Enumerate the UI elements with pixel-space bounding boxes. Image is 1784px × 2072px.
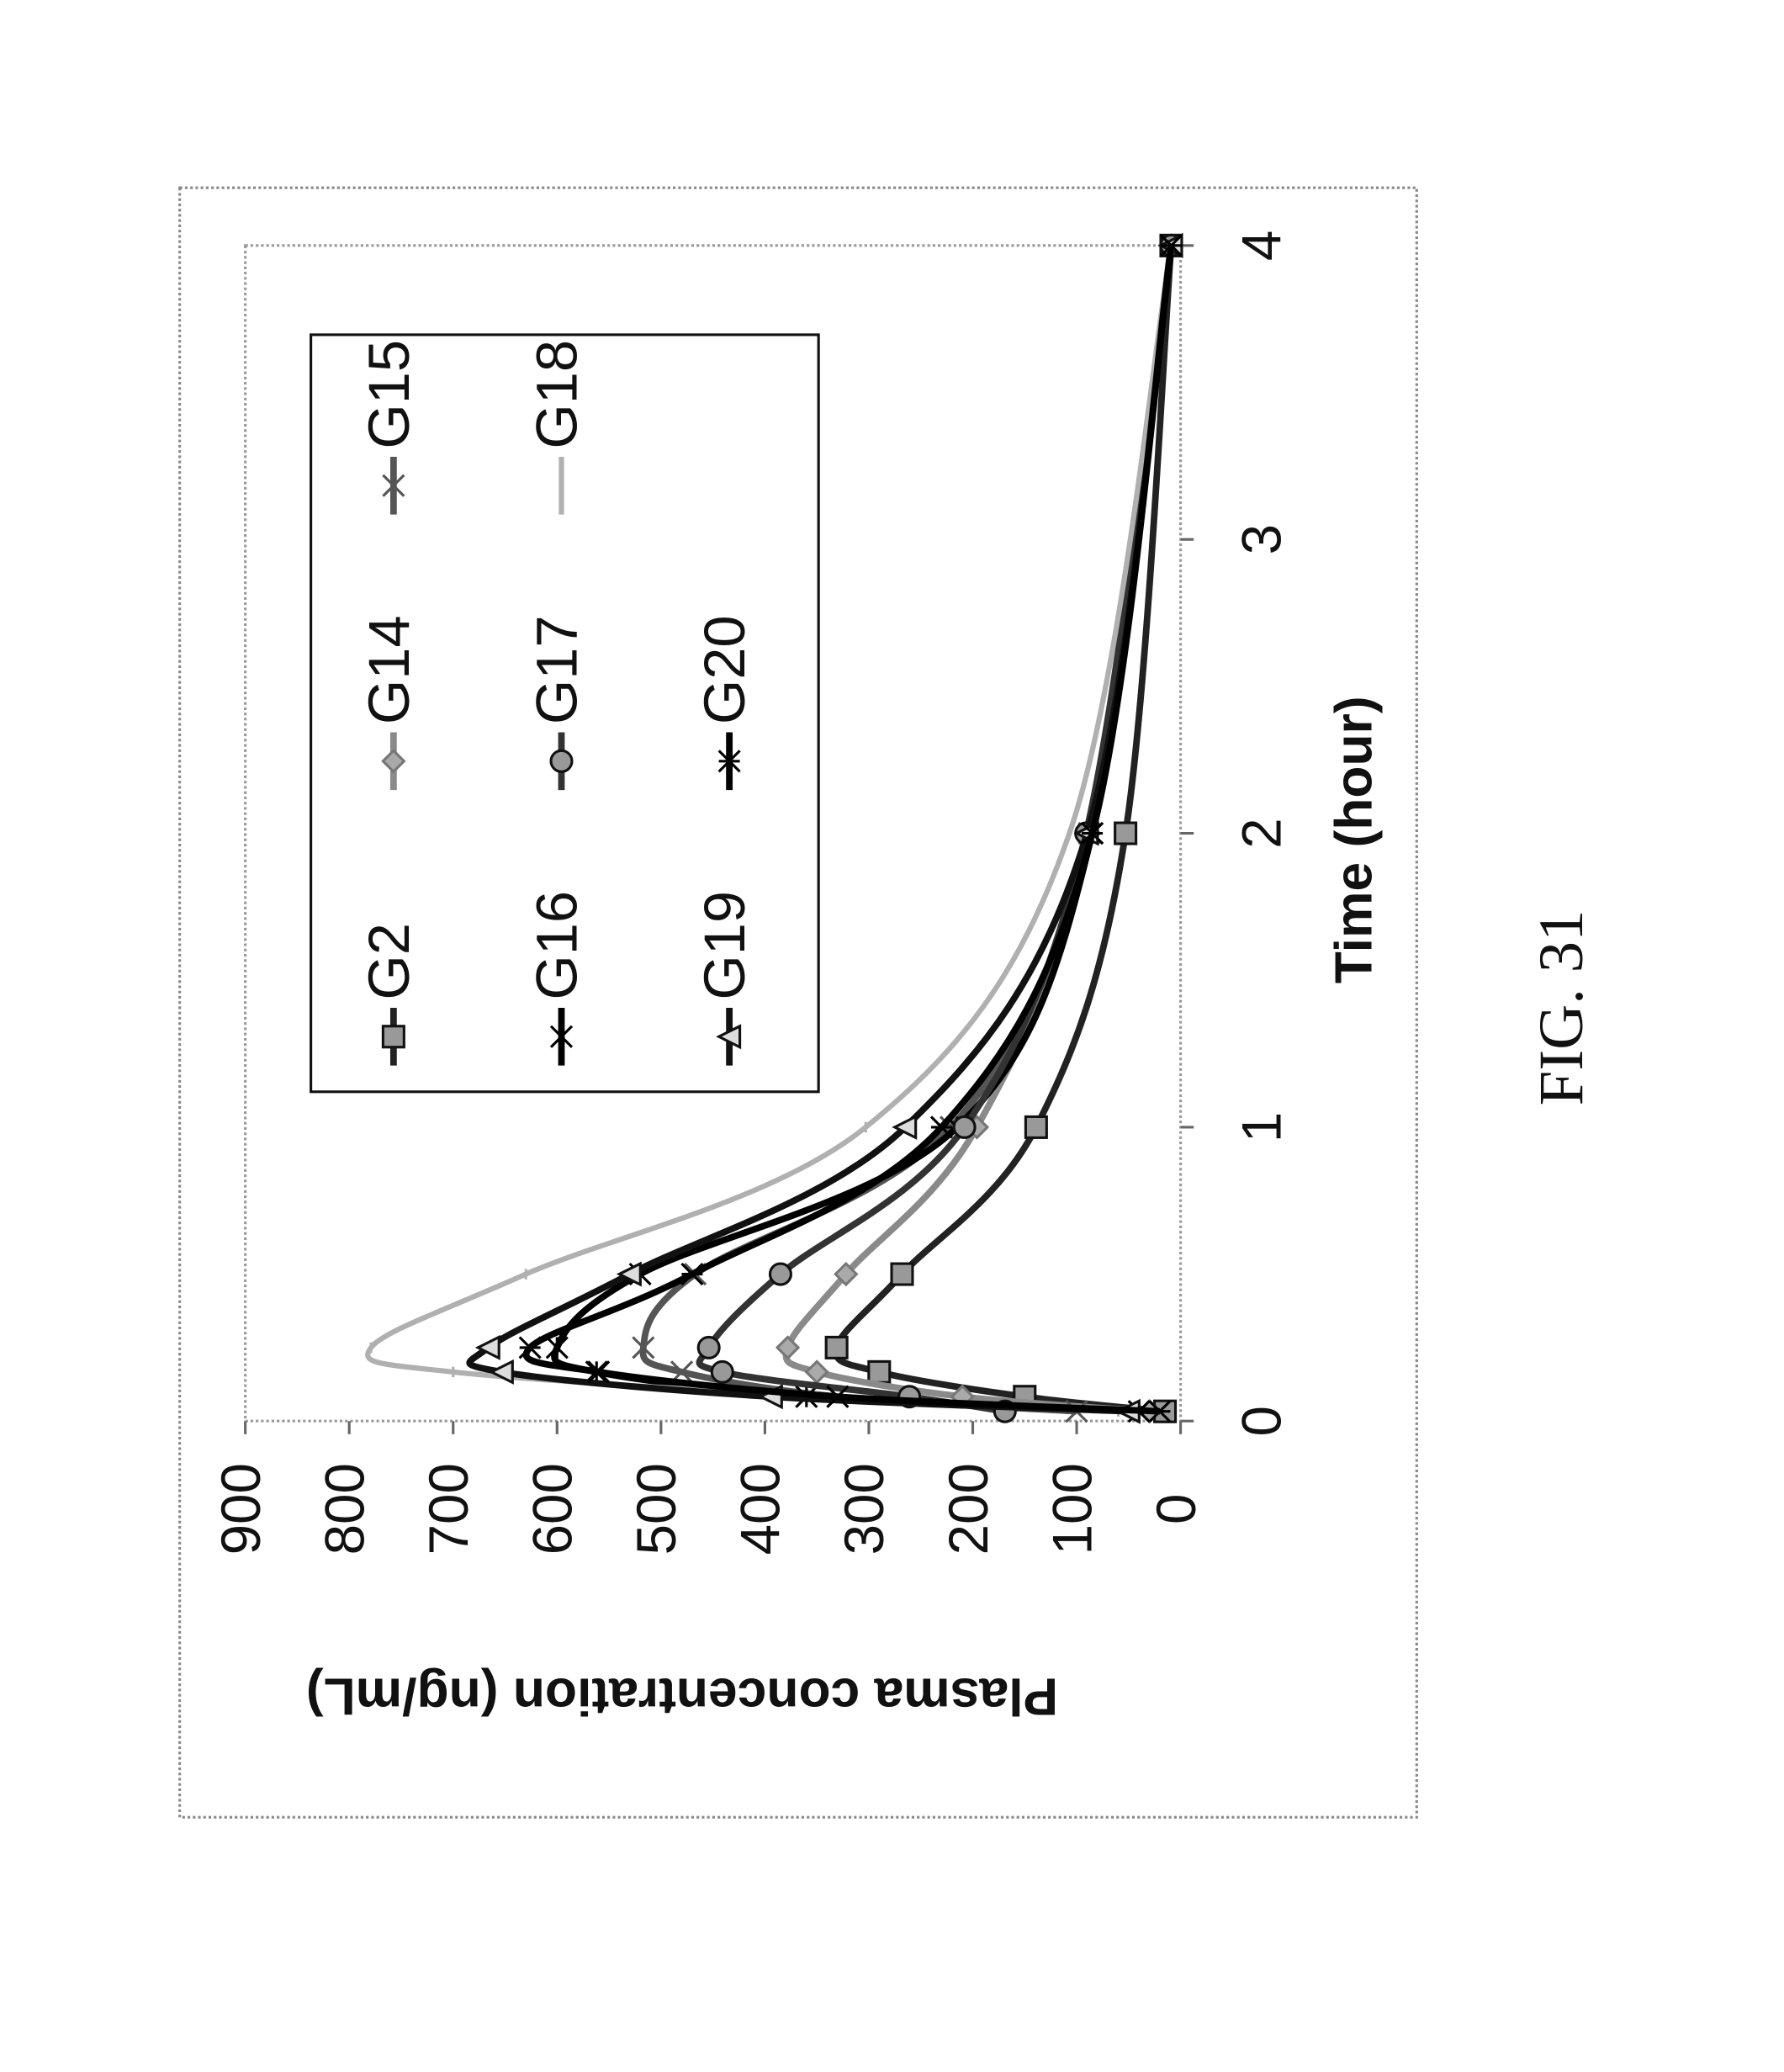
legend-label: G19: [692, 891, 757, 1000]
marker: [696, 1335, 721, 1359]
marker: [680, 1262, 704, 1286]
y-tick-label: 100: [1041, 1463, 1103, 1555]
marker: [824, 1335, 849, 1359]
series-layer: [365, 232, 1184, 1424]
marker: [952, 1115, 977, 1139]
legend-label: G16: [525, 891, 590, 1000]
marker: [834, 1261, 859, 1287]
y-tick-label: 800: [314, 1463, 375, 1555]
x-tick-label: 0: [1231, 1406, 1292, 1436]
x-axis-title: Time (hour): [1326, 696, 1384, 983]
legend-label: G2: [357, 923, 421, 1000]
marker: [382, 474, 405, 497]
x-tick-label: 4: [1231, 231, 1292, 261]
marker: [929, 1115, 954, 1139]
series-line: [696, 245, 1175, 1415]
marker: [1081, 821, 1104, 845]
marker: [1114, 821, 1138, 845]
series-line: [782, 245, 1175, 1415]
marker: [804, 1359, 829, 1385]
y-tick-label: 300: [834, 1463, 895, 1555]
marker: [716, 1024, 742, 1050]
legend-label: G20: [692, 615, 757, 724]
series-line: [833, 245, 1175, 1415]
marker: [1024, 1115, 1048, 1139]
marker: [710, 1359, 734, 1384]
marker: [892, 1114, 918, 1140]
marker: [616, 1261, 642, 1287]
marker: [549, 749, 574, 773]
marker: [890, 1262, 914, 1286]
marker: [488, 1359, 514, 1385]
marker: [474, 1334, 500, 1360]
y-tick-label: 0: [1146, 1494, 1207, 1524]
marker: [867, 1359, 892, 1384]
y-tick-label: 700: [418, 1463, 479, 1555]
legend-label: G17: [525, 615, 590, 724]
y-axis-title: Plasma concentration (ng/mL): [306, 1667, 1058, 1725]
marker: [381, 749, 406, 774]
marker: [1159, 234, 1183, 257]
marker: [549, 1025, 574, 1048]
x-tick-label: 3: [1231, 524, 1292, 554]
x-tick-label: 1: [1231, 1112, 1292, 1142]
y-tick-label: 500: [626, 1463, 687, 1555]
marker: [545, 1336, 569, 1359]
marker: [587, 1360, 611, 1384]
x-tick-label: 2: [1231, 818, 1292, 848]
marker: [775, 1335, 801, 1360]
legend-label: G15: [357, 340, 421, 449]
marker: [826, 1385, 850, 1408]
figure-caption: FIG. 31: [1527, 910, 1596, 1106]
marker: [518, 1336, 542, 1359]
marker: [632, 1336, 655, 1359]
marker: [1148, 1400, 1172, 1423]
y-tick-label: 600: [522, 1463, 584, 1555]
y-tick-label: 900: [210, 1463, 272, 1555]
marker: [717, 750, 741, 773]
legend-label: G14: [357, 615, 421, 724]
marker: [768, 1262, 792, 1286]
marker: [381, 1025, 405, 1049]
legend-label: G18: [525, 340, 590, 449]
y-tick-label: 400: [730, 1463, 791, 1555]
y-tick-label: 200: [938, 1463, 999, 1555]
